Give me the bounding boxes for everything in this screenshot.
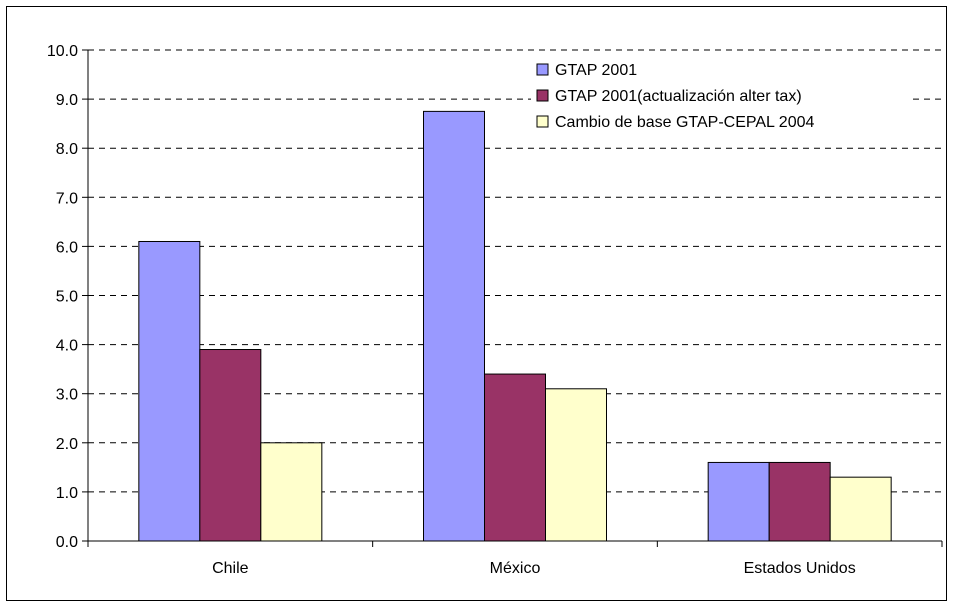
axes [82,49,943,547]
legend-swatch [536,89,549,102]
bars [138,110,892,542]
legend-swatch [536,115,549,128]
y-tick-label: 8.0 [56,141,78,158]
bar [423,110,485,542]
y-tick-label: 6.0 [56,239,78,256]
legend-label: GTAP 2001(actualización alter tax) [555,88,802,105]
y-tick-label: 2.0 [56,436,78,453]
bar-chart: 0.0 1.0 2.0 3.0 4.0 5.0 6.0 7.0 8.0 9.0 10.0 Chile… [47,43,943,577]
x-tick-label: México [490,560,541,577]
x-tick-label: Estados Unidos [744,560,856,577]
y-tick-label: 7.0 [56,190,78,207]
y-tick-label: 5.0 [56,289,78,306]
bar [199,349,262,542]
legend-background [531,51,911,135]
chart-frame: 0.0 1.0 2.0 3.0 4.0 5.0 6.0 7.0 8.0 9.0 10.0 Chile… [6,6,947,601]
legend-label: Cambio de base GTAP-CEPAL 2004 [555,114,814,131]
bar [707,461,770,542]
bar [545,388,607,542]
y-axis-ticks: 0.0 1.0 2.0 3.0 4.0 5.0 6.0 7.0 8.0 9.0 10.0 [47,43,78,551]
y-tick-label: 3.0 [56,387,78,404]
y-tick-label: 4.0 [56,338,78,355]
legend-label: GTAP 2001 [555,62,637,79]
y-tick-label: 1.0 [56,485,78,502]
y-tick-label: 10.0 [47,43,78,60]
bar [138,240,201,542]
x-axis-ticks: Chile México Estados Unidos [212,560,856,577]
bar [260,442,323,542]
bar [829,476,892,542]
legend: GTAP 2001 GTAP 2001(actualización alter t… [531,51,911,135]
x-tick-label: Chile [212,560,249,577]
bar [768,461,831,542]
bar [484,373,546,542]
y-tick-label: 0.0 [56,534,78,551]
legend-swatch [536,63,549,76]
y-tick-label: 9.0 [56,92,78,109]
